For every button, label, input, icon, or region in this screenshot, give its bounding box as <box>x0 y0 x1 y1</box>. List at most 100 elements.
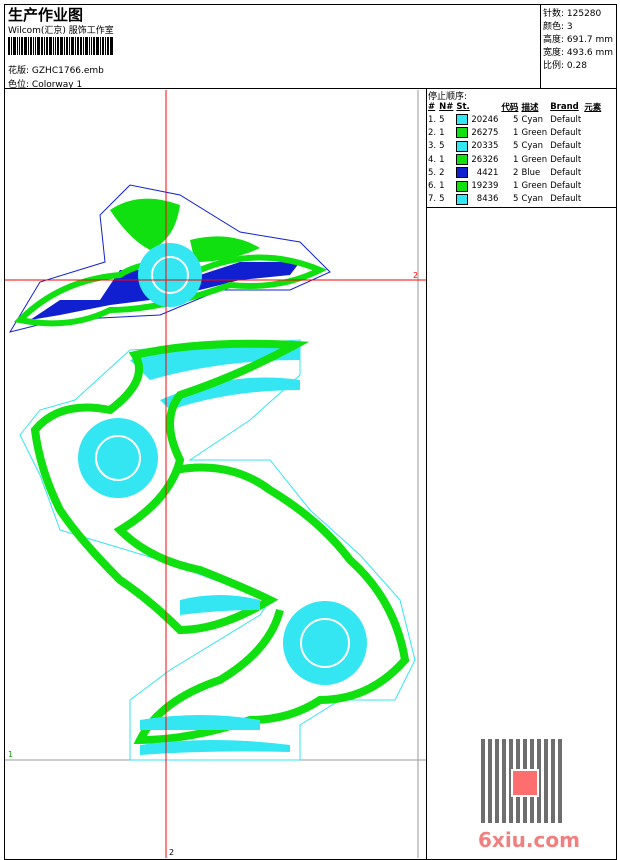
table-row: 5. 2 4421 2 Blue Default <box>428 166 604 179</box>
barcode-bar <box>91 37 92 55</box>
barcode-bar <box>28 37 29 55</box>
design-height: 高度: 691.7 mm <box>543 35 614 45</box>
column-header: 描述 <box>521 103 539 113</box>
row-index: 7. <box>428 194 437 205</box>
barcode-bar <box>85 37 88 55</box>
table-row: 6. 1 19239 1 Green Default <box>428 179 604 192</box>
color-swatch <box>456 140 469 152</box>
color-count: 颜色: 3 <box>543 22 573 32</box>
needle-number: 5 <box>439 141 445 152</box>
needle-number: 2 <box>439 167 445 178</box>
stitch-count: 26326 <box>471 154 499 165</box>
stitch-count: 8436 <box>476 194 499 205</box>
needle-number: 5 <box>439 194 445 205</box>
barcode-bar <box>53 37 54 55</box>
barcode-bar <box>11 37 12 55</box>
color-code: 2 <box>513 167 519 178</box>
barcode-bar <box>71 37 74 55</box>
color-description: Cyan <box>521 114 543 125</box>
color-swatch <box>456 154 469 166</box>
column-header: # <box>428 102 436 112</box>
color-swatch <box>456 167 469 179</box>
design-file: 花版: GZHC1766.emb <box>8 66 104 76</box>
color-code: 5 <box>513 141 519 152</box>
embroidery-main-motif <box>19 339 416 761</box>
color-code: 1 <box>513 154 519 165</box>
color-swatch <box>456 127 469 139</box>
barcode-bar <box>60 37 63 55</box>
design-scale: 比例: 0.28 <box>543 61 587 71</box>
stop-sequence-table: # N# St. 代码 描述 Brand 元素 1. 5 20246 5 Cyan Default 2.… <box>428 101 604 206</box>
table-divider <box>426 207 617 208</box>
table-row: 2. 1 26275 1 Green Default <box>428 126 604 139</box>
barcode-bar <box>24 37 27 55</box>
page-title: 生产作业图 <box>8 6 84 24</box>
barcode-bar <box>107 37 109 55</box>
barcode-bar <box>100 37 101 55</box>
barcode-bar <box>105 37 106 55</box>
column-header: Brand <box>550 102 579 112</box>
stitch-count: 20246 <box>471 114 499 125</box>
barcode-bar <box>46 37 48 55</box>
stop-sequence-title: 停止顺序: <box>428 92 468 102</box>
barcode-bar <box>93 37 95 55</box>
color-description: Cyan <box>521 194 543 205</box>
brand: Default <box>550 127 582 138</box>
seal-icon <box>511 769 539 797</box>
header-divider <box>4 88 617 89</box>
barcode-bar <box>21 37 23 55</box>
color-code: 5 <box>513 114 519 125</box>
barcode-bar <box>83 37 84 55</box>
barcode-bar <box>13 37 16 55</box>
barcode-bar <box>75 37 76 55</box>
color-description: Green <box>521 181 548 192</box>
table-row: 7. 5 8436 5 Cyan Default <box>428 193 604 206</box>
barcode-bar <box>35 37 36 55</box>
barcode-bar <box>49 37 52 55</box>
guide-label-h: 2 <box>413 271 418 280</box>
barcode-bar <box>33 37 34 55</box>
brand: Default <box>550 181 582 192</box>
brand: Default <box>550 114 582 125</box>
qr-code <box>481 739 565 823</box>
table-row: 3. 5 20335 5 Cyan Default <box>428 140 604 153</box>
color-swatch <box>456 193 469 205</box>
column-header: N# <box>439 102 454 112</box>
barcode-bar <box>102 37 104 55</box>
needle-number: 1 <box>439 127 445 138</box>
panel-divider <box>426 88 427 860</box>
row-index: 6. <box>428 181 437 192</box>
table-row: 1. 5 20246 5 Cyan Default <box>428 113 604 126</box>
column-header: 元素 <box>584 103 602 113</box>
barcode-bar <box>37 37 40 55</box>
barcode-bar <box>96 37 99 55</box>
color-swatch <box>456 114 469 126</box>
embroidery-top-motif <box>8 184 331 333</box>
brand: Default <box>550 141 582 152</box>
brand: Default <box>550 167 582 178</box>
barcode-bar <box>77 37 79 55</box>
row-index: 2. <box>428 127 437 138</box>
row-index: 5. <box>428 167 437 178</box>
barcode-bar <box>80 37 82 55</box>
color-code: 5 <box>513 194 519 205</box>
barcode-bar <box>41 37 43 55</box>
watermark-logo: 6xiu.com <box>478 828 580 852</box>
stitch-count: 19239 <box>471 181 499 192</box>
row-index: 4. <box>428 154 437 165</box>
column-header: 代码 <box>501 103 519 113</box>
row-index: 1. <box>428 114 437 125</box>
barcode-bar <box>30 37 32 55</box>
needle-number: 5 <box>439 114 445 125</box>
barcode-bar <box>55 37 56 55</box>
colorway: 色位: Colorway 1 <box>8 80 83 90</box>
color-description: Green <box>521 154 548 165</box>
barcode-bar <box>57 37 59 55</box>
color-code: 1 <box>513 181 519 192</box>
guide-label-bottom: 1 <box>8 750 13 759</box>
barcode-bar <box>69 37 70 55</box>
color-description: Cyan <box>521 141 543 152</box>
needle-number: 1 <box>439 181 445 192</box>
